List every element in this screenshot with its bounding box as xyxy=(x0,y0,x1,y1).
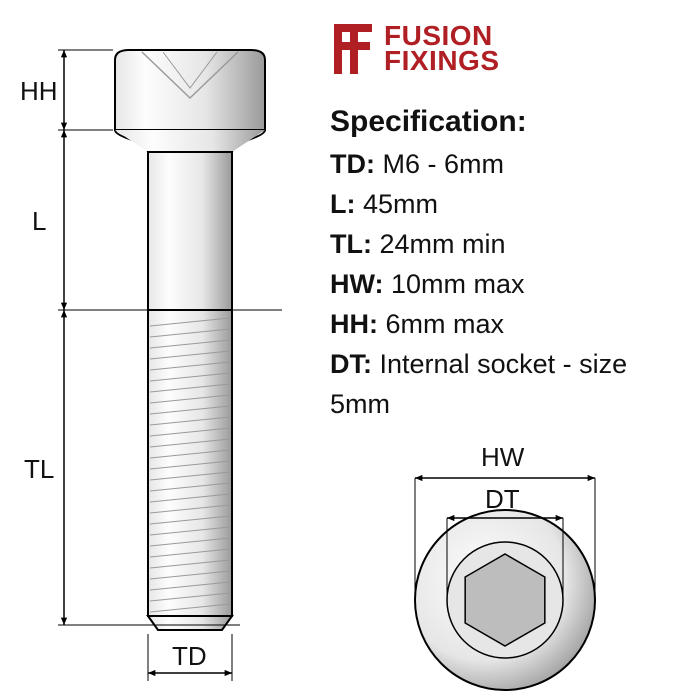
spec-key-hh: HH: xyxy=(330,309,378,339)
label-dt: DT xyxy=(485,484,520,515)
spec-row: L: 45mm xyxy=(330,185,680,225)
logo-f-icon xyxy=(330,20,378,78)
spec-val-hw: 10mm max xyxy=(391,269,525,299)
spec-row: HW: 10mm max xyxy=(330,265,680,305)
label-l: L xyxy=(32,206,46,237)
spec-key-td: TD: xyxy=(330,149,375,179)
spec-val-tl: 24mm min xyxy=(380,229,506,259)
spec-key-hw: HW: xyxy=(330,269,384,299)
label-tl: TL xyxy=(24,454,54,485)
bolt-top-diagram: HW DT xyxy=(335,430,675,700)
label-hh: HH xyxy=(20,76,58,107)
spec-row: HH: 6mm max xyxy=(330,305,680,345)
spec-row: TD: M6 - 6mm xyxy=(330,145,680,185)
brand-name: FUSION FIXINGS xyxy=(384,24,500,73)
specification-block: Specification: TD: M6 - 6mm L: 45mm TL: … xyxy=(330,105,680,425)
spec-val-td: M6 - 6mm xyxy=(383,149,505,179)
spec-val-hh: 6mm max xyxy=(386,309,505,339)
spec-title: Specification: xyxy=(330,105,680,139)
label-td: TD xyxy=(172,641,207,672)
spec-key-tl: TL: xyxy=(330,229,372,259)
spec-val-dt: Internal socket - size 5mm xyxy=(330,349,627,419)
brand-line-2: FIXINGS xyxy=(384,49,500,74)
spec-key-l: L: xyxy=(330,189,355,219)
spec-row: DT: Internal socket - size 5mm xyxy=(330,345,680,425)
bolt-side-diagram: HH L TL TD xyxy=(10,10,330,690)
spec-row: TL: 24mm min xyxy=(330,225,680,265)
spec-key-dt: DT: xyxy=(330,349,372,379)
spec-val-l: 45mm xyxy=(363,189,438,219)
brand-logo: FUSION FIXINGS xyxy=(330,20,500,78)
label-hw: HW xyxy=(481,442,524,473)
